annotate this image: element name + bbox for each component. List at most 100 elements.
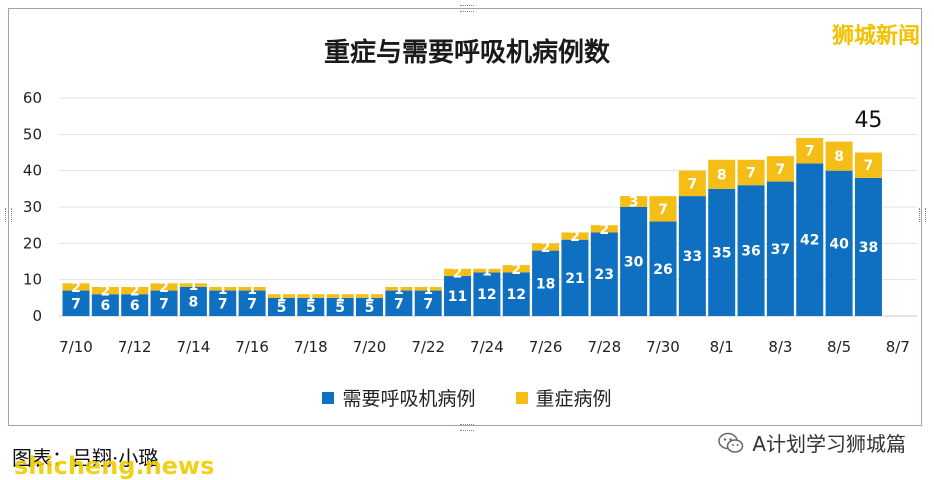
- legend-label-severe: 重症病例: [535, 388, 612, 410]
- bar-severe: [532, 243, 560, 251]
- y-tick-label: 40: [23, 162, 42, 180]
- data-label-severe: 7: [776, 162, 786, 178]
- bar-severe: [620, 196, 648, 207]
- bar-ventilator: [91, 294, 119, 316]
- data-label-severe: 1: [482, 264, 492, 280]
- bar-severe: [708, 159, 736, 189]
- bar-ventilator: [590, 232, 618, 316]
- bar-ventilator: [385, 290, 413, 316]
- data-label-severe: 7: [746, 165, 756, 181]
- data-label-ventilator: 5: [277, 300, 287, 316]
- bar-severe: [444, 268, 472, 277]
- y-tick-label: 60: [23, 89, 42, 107]
- data-label-ventilator: 7: [423, 296, 433, 312]
- data-label-ventilator: 5: [335, 300, 345, 316]
- bar-severe: [561, 232, 589, 240]
- data-label-severe: 2: [100, 284, 110, 300]
- data-label-severe: 1: [277, 289, 287, 305]
- bar-severe: [678, 170, 706, 197]
- y-tick-label: 0: [32, 307, 42, 325]
- bar-severe: [766, 156, 794, 182]
- bar-severe: [825, 141, 853, 171]
- bar-ventilator: [766, 181, 794, 316]
- x-tick-label: 8/1: [710, 338, 734, 356]
- bar-ventilator: [326, 297, 354, 316]
- bar-severe: [502, 265, 530, 273]
- bar-severe: [62, 283, 90, 291]
- data-label-severe: 2: [453, 265, 463, 281]
- x-tick-label: 7/30: [646, 338, 680, 356]
- data-label-ventilator: 18: [536, 276, 555, 292]
- data-label-severe: 2: [599, 222, 609, 238]
- bar-ventilator: [854, 177, 882, 316]
- x-tick-label: 7/20: [353, 338, 387, 356]
- x-tick-label: 7/24: [470, 338, 504, 356]
- data-label-severe: 1: [306, 289, 316, 305]
- data-label-severe: 7: [658, 202, 668, 218]
- data-label-ventilator: 21: [565, 271, 584, 287]
- bar-ventilator: [150, 290, 178, 316]
- data-label-severe: 2: [541, 240, 551, 256]
- bar-severe: [796, 137, 824, 164]
- x-tick-label: 7/26: [529, 338, 563, 356]
- data-label-severe: 1: [423, 282, 433, 298]
- bar-severe: [121, 286, 149, 295]
- resize-handle-left[interactable]: [5, 208, 12, 222]
- data-label-ventilator: 5: [306, 300, 316, 316]
- x-tick-label: 7/10: [59, 338, 93, 356]
- x-tick-label: 7/28: [587, 338, 621, 356]
- caption-text: 图表：吕翔·小璐: [12, 446, 159, 470]
- data-label-severe: 3: [629, 195, 639, 211]
- bar-ventilator: [62, 290, 90, 316]
- total-annotation: 45: [854, 108, 882, 133]
- resize-handle-top[interactable]: [460, 5, 474, 12]
- y-tick-label: 10: [23, 271, 42, 289]
- legend-swatch-ventilator: [322, 391, 335, 404]
- bar-severe: [209, 286, 237, 291]
- data-label-ventilator: 36: [741, 244, 760, 260]
- bar-severe: [854, 152, 882, 178]
- wechat-account[interactable]: A计划学习狮城篇: [718, 428, 906, 457]
- data-label-severe: 1: [218, 282, 228, 298]
- bar-ventilator: [444, 276, 472, 316]
- data-label-severe: 1: [335, 289, 345, 305]
- data-label-ventilator: 30: [624, 255, 644, 271]
- wechat-icon: [718, 432, 744, 453]
- data-label-severe: 1: [189, 278, 199, 294]
- bar-severe: [150, 283, 178, 291]
- bar-severe: [91, 286, 119, 295]
- bar-ventilator: [473, 272, 501, 316]
- data-label-severe: 1: [247, 282, 257, 298]
- data-label-ventilator: 7: [247, 296, 257, 312]
- bar-ventilator: [561, 239, 589, 316]
- x-tick-label: 7/12: [118, 338, 152, 356]
- data-label-ventilator: 38: [859, 240, 878, 256]
- bar-severe: [297, 294, 325, 298]
- data-label-ventilator: 42: [800, 233, 819, 249]
- bar-severe: [473, 268, 501, 273]
- chart-legend: 需要呼吸机病例 重症病例: [0, 384, 934, 411]
- bar-ventilator: [238, 290, 266, 316]
- data-label-ventilator: 6: [100, 298, 110, 314]
- data-label-severe: 7: [805, 144, 815, 160]
- bar-severe: [356, 294, 383, 298]
- data-label-ventilator: 35: [712, 245, 731, 261]
- x-tick-label: 8/7: [886, 338, 910, 356]
- data-label-severe: 8: [834, 149, 844, 165]
- bar-ventilator: [179, 286, 207, 316]
- resize-handle-bottom[interactable]: [460, 424, 474, 431]
- data-label-ventilator: 5: [365, 300, 375, 316]
- legend-swatch-severe: [515, 391, 528, 404]
- bar-ventilator: [356, 297, 383, 316]
- bar-ventilator: [532, 250, 560, 316]
- data-label-severe: 2: [570, 229, 580, 245]
- bar-ventilator: [708, 188, 736, 316]
- chart-title: 重症与需要呼吸机病例数: [323, 38, 610, 68]
- x-tick-label: 8/3: [768, 338, 792, 356]
- bar-severe: [590, 225, 618, 233]
- bar-severe: [649, 196, 677, 222]
- x-tick-label: 7/14: [177, 338, 211, 356]
- account-name: A计划学习狮城篇: [752, 432, 906, 456]
- resize-handle-right[interactable]: [919, 208, 926, 222]
